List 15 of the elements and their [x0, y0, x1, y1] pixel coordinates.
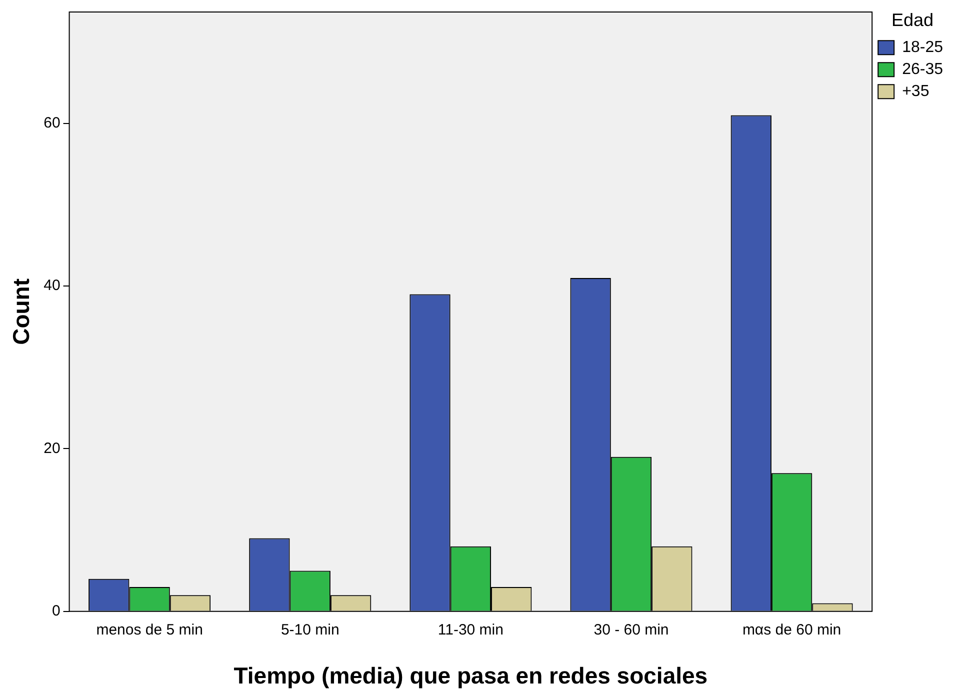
x-tick-label: 5-10 min [280, 622, 340, 639]
x-axis-title: Tiempo (media) que pasa en redes sociales [234, 662, 708, 689]
y-tick-label: 20 [44, 440, 60, 457]
legend-label: 26-35 [902, 61, 944, 78]
y-axis-title: Count [8, 278, 34, 345]
legend-label: 18-25 [902, 39, 944, 56]
x-tick-label: menos de 5 min [96, 622, 203, 639]
x-tick-label: mαs de 60 min [742, 622, 842, 639]
x-tick-label: 30 - 60 min [594, 622, 669, 639]
y-tick-label: 0 [52, 602, 60, 620]
legend-label: +35 [902, 83, 930, 100]
x-tick-label: 11-30 min [438, 622, 504, 639]
y-tick-label: 40 [44, 277, 60, 294]
y-tick-label: 60 [44, 114, 60, 132]
legend-title: Edad [892, 10, 934, 30]
